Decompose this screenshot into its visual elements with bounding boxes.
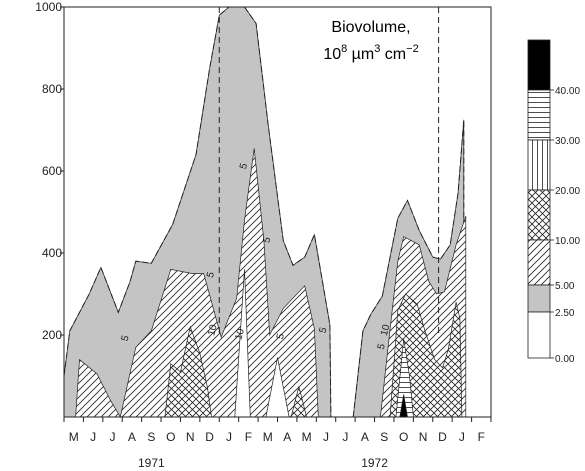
contour-label-4: 10 (233, 327, 247, 341)
x-month-label-11: A (283, 430, 291, 444)
legend-swatch-0 (527, 39, 551, 91)
legend-label-6: 2.50 (555, 308, 575, 319)
plot-areas (63, 6, 467, 418)
legend-swatch-1 (527, 89, 551, 141)
outer-contour-1 (352, 119, 465, 418)
y-tick-label-2: 600 (42, 164, 62, 178)
contour-label-2: 10 (206, 323, 220, 337)
contour-label-3: 5 (238, 162, 250, 171)
y-tick-label-1: 800 (42, 82, 62, 96)
outer-contour-0 (63, 6, 332, 418)
x-month-label-13: J (323, 430, 329, 444)
legend-swatch-4 (527, 239, 551, 286)
dashed-lines (218, 7, 440, 335)
legend-label-1: 40.00 (555, 86, 580, 97)
x-month-label-19: D (438, 430, 447, 444)
x-month-label-17: O (399, 430, 408, 444)
title-line-1: Biovolume, (331, 19, 410, 36)
x-month-label-21: F (478, 430, 485, 444)
y-tick-label-3: 400 (42, 246, 62, 260)
x-month-label-8: J (226, 430, 232, 444)
legend-label-5: 5.00 (555, 281, 575, 292)
chart-title: Biovolume, 108 µm3 cm−2 (323, 19, 418, 63)
legend-swatch-5 (527, 284, 551, 313)
x-month-label-1: J (90, 430, 96, 444)
legend-swatch-3 (527, 189, 551, 241)
x-month-label-18: N (419, 430, 428, 444)
legend-label-4: 10.00 (555, 236, 580, 247)
title-line-2: 108 µm3 cm−2 (323, 43, 418, 63)
y-tick-label-4: 200 (42, 328, 62, 342)
x-year-label-0: 1971 (138, 456, 165, 470)
contour-label-9: 10 (379, 323, 393, 337)
x-year-label-1: 1972 (361, 456, 388, 470)
legend-swatch-6 (527, 311, 551, 359)
x-month-label-14: J (342, 430, 348, 444)
legend-label-7: 0.00 (555, 354, 575, 365)
contour-labels: 5 5 10 5 10 5 5 5 5 10 (120, 162, 393, 351)
x-month-label-0: M (69, 430, 79, 444)
contour-label-8: 5 (376, 342, 388, 351)
x-month-label-12: M (302, 430, 312, 444)
x-month-label-7: D (205, 430, 214, 444)
x-month-label-4: S (147, 430, 155, 444)
x-month-label-2: J (110, 430, 116, 444)
contour-label-5: 5 (261, 236, 273, 245)
x-month-label-9: F (245, 430, 252, 444)
x-month-label-6: N (186, 430, 195, 444)
x-month-label-20: J (459, 430, 465, 444)
area-band-2 (75, 148, 319, 418)
legend-label-3: 20.00 (555, 186, 580, 197)
contour-label-1: 5 (205, 270, 217, 279)
x-month-label-10: M (263, 430, 273, 444)
x-month-label-16: S (380, 430, 388, 444)
y-axis: 1000 800 600 400 200 (35, 0, 64, 342)
area-band-4 (164, 325, 212, 418)
y-tick-label-0: 1000 (35, 0, 62, 14)
x-month-label-3: A (128, 430, 136, 444)
legend: 40.00 30.00 20.00 10.00 5.00 2.50 0.00 (527, 39, 580, 365)
legend-label-2: 30.00 (555, 136, 580, 147)
contour-label-0: 5 (120, 334, 132, 343)
contour-label-6: 5 (275, 332, 287, 341)
legend-swatch-2 (527, 139, 551, 191)
x-month-label-5: O (166, 430, 175, 444)
x-month-label-15: A (361, 430, 369, 444)
contour-label-7: 5 (318, 326, 330, 335)
